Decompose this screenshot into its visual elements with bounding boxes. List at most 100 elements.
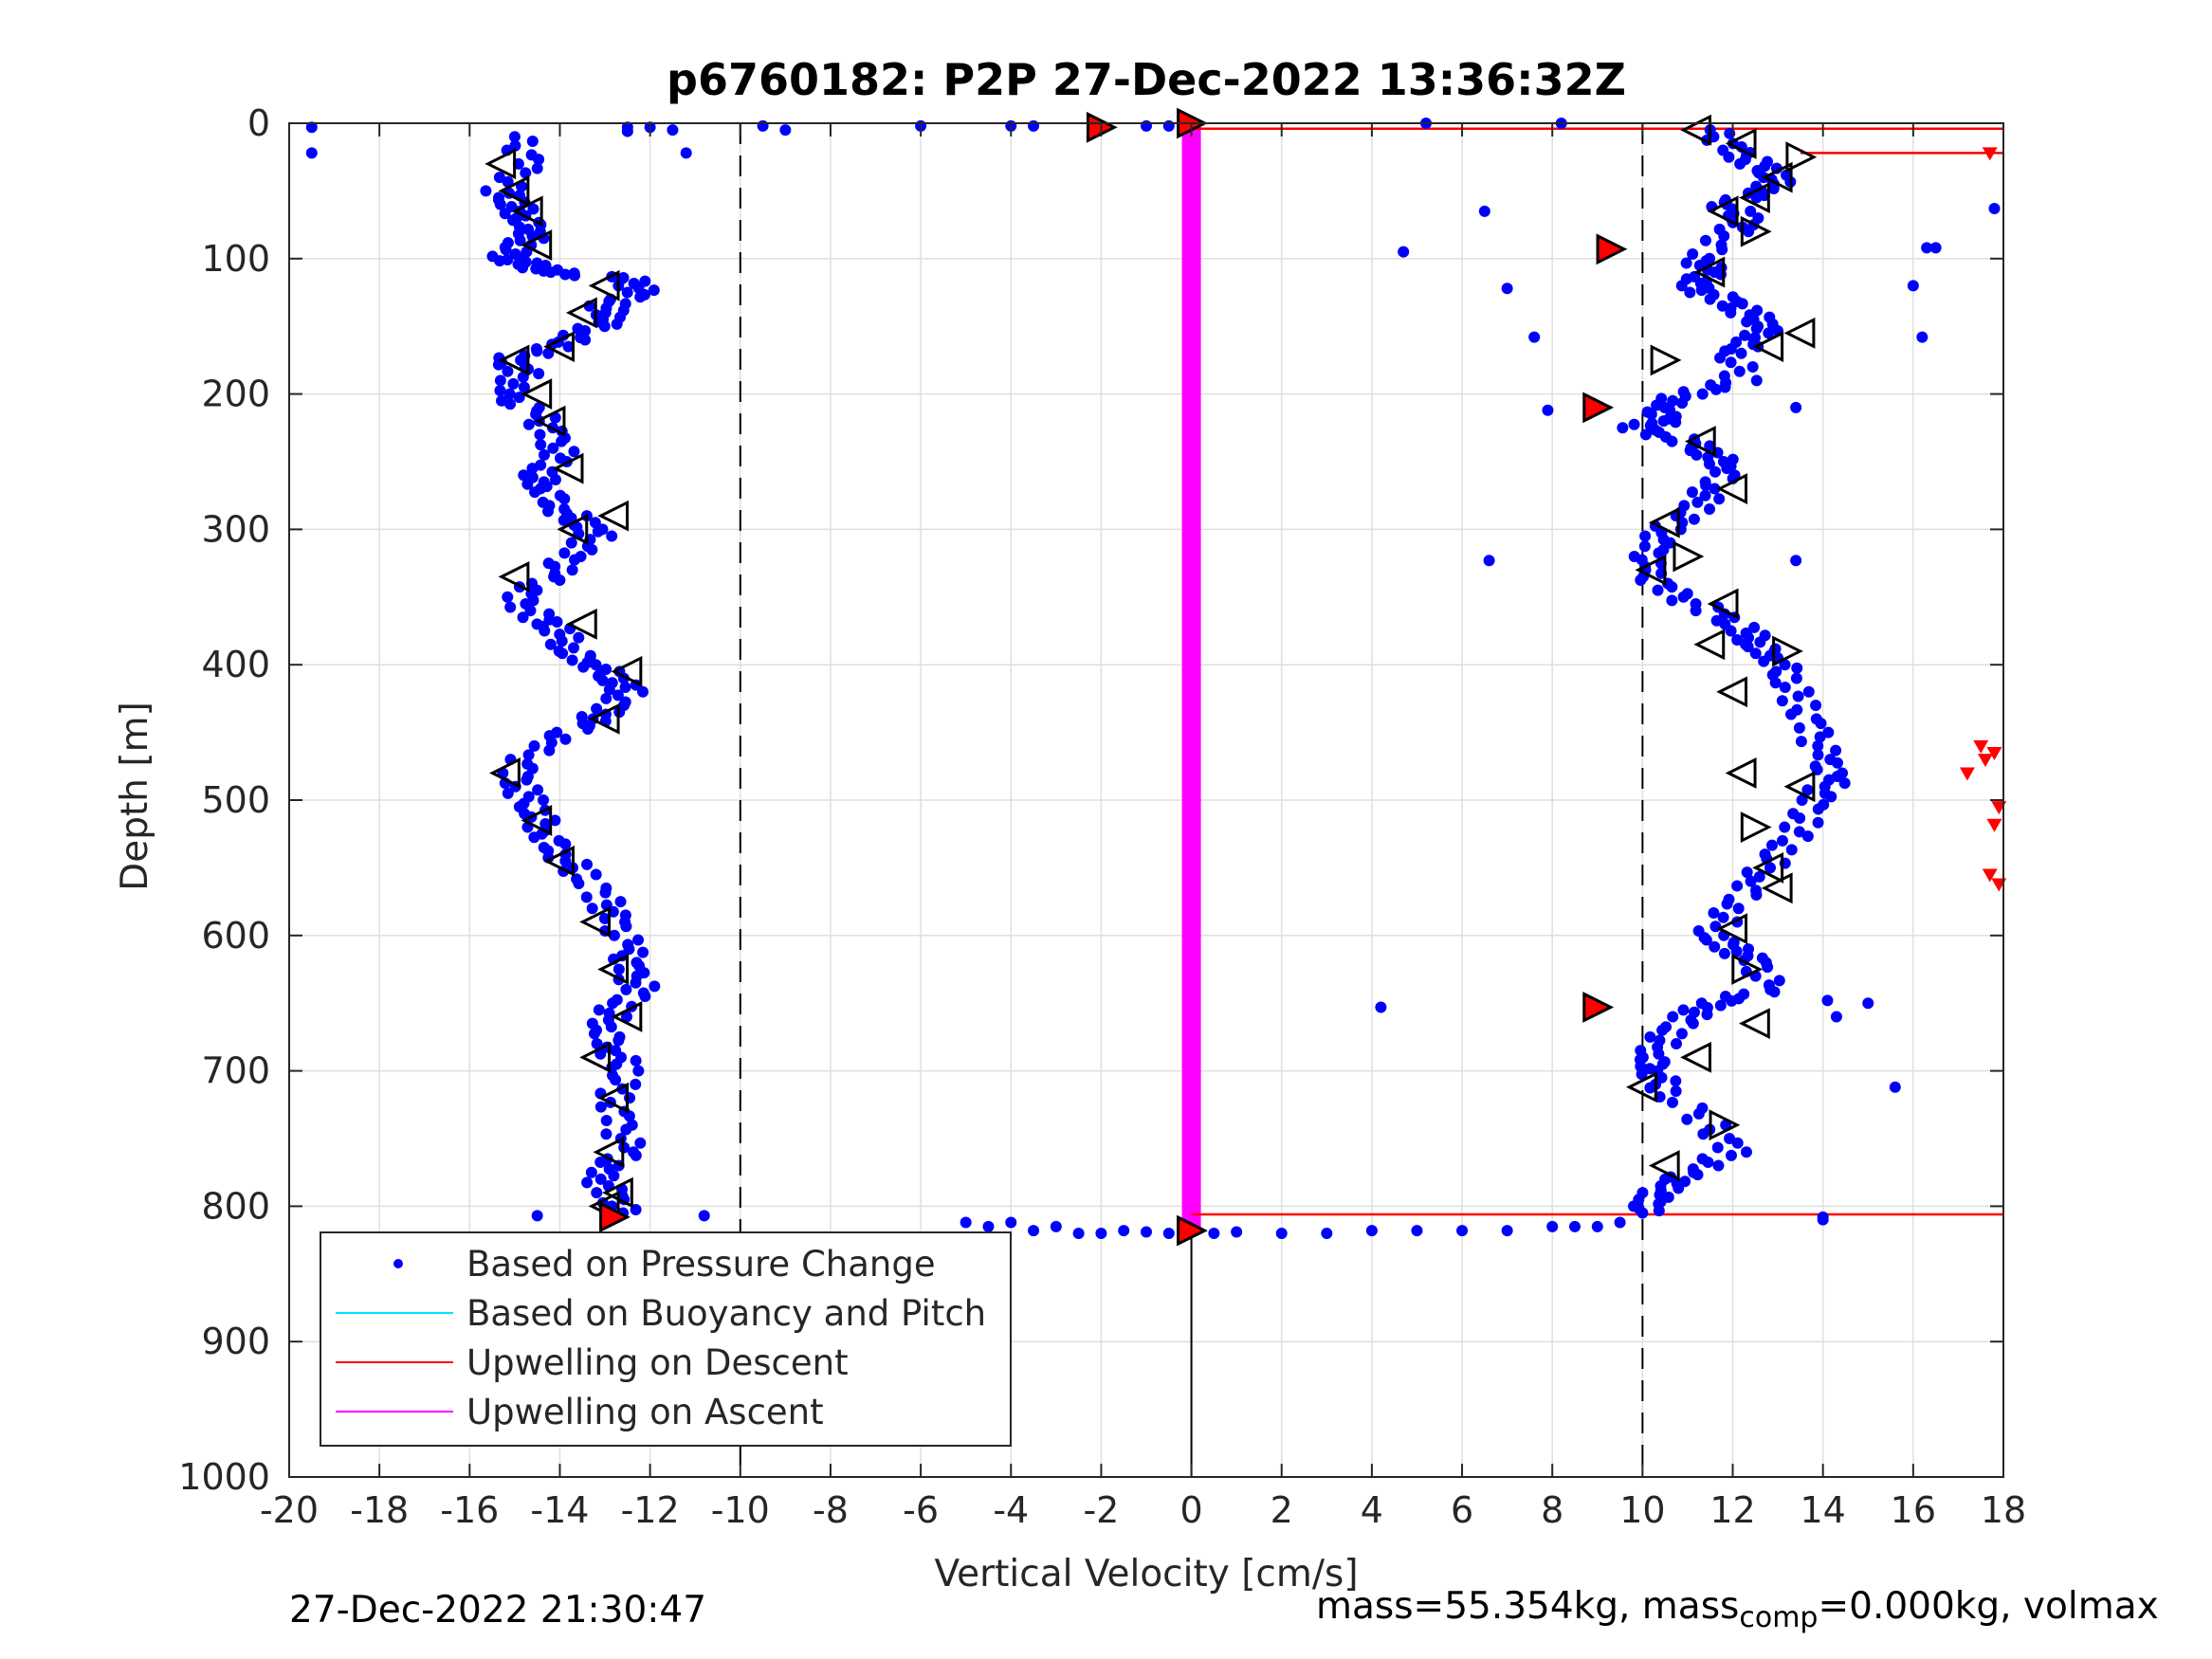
pressure-change-point bbox=[1793, 826, 1805, 838]
pressure-change-point bbox=[538, 794, 550, 806]
pressure-change-point bbox=[1776, 695, 1788, 707]
ascent-triangle-marker bbox=[1752, 331, 1784, 363]
pressure-change-point bbox=[1750, 322, 1763, 335]
pressure-change-point bbox=[621, 1011, 633, 1023]
pressure-change-point bbox=[517, 371, 529, 383]
descent-edge-marker bbox=[1977, 754, 1993, 768]
pressure-change-point bbox=[586, 543, 598, 556]
pressure-change-point bbox=[1639, 428, 1652, 441]
pressure-change-point bbox=[1628, 418, 1640, 430]
y-tick-label: 800 bbox=[201, 1185, 270, 1227]
pressure-change-point bbox=[1810, 700, 1822, 712]
x-tick-label: -16 bbox=[440, 1489, 499, 1531]
red-triangle-marker bbox=[1177, 1214, 1208, 1247]
pressure-change-point bbox=[1696, 388, 1709, 400]
pressure-change-point bbox=[565, 537, 577, 549]
pressure-change-point bbox=[1929, 242, 1942, 254]
pressure-change-point bbox=[1704, 293, 1716, 305]
pressure-change-point bbox=[1713, 493, 1726, 505]
pressure-change-point bbox=[624, 1092, 636, 1104]
ascent-triangle-marker bbox=[1693, 629, 1726, 661]
pressure-change-point bbox=[605, 1021, 617, 1033]
ascent-triangle-marker bbox=[1783, 771, 1816, 803]
pressure-change-point bbox=[480, 185, 492, 197]
pressure-change-point bbox=[1801, 830, 1814, 843]
pressure-change-point bbox=[582, 723, 594, 736]
pressure-change-point bbox=[612, 689, 624, 702]
pressure-change-point bbox=[982, 1220, 995, 1232]
y-tick-label: 700 bbox=[201, 1050, 270, 1092]
ascent-triangle-marker bbox=[1716, 473, 1748, 504]
pressure-change-point bbox=[543, 744, 556, 757]
pressure-change-point bbox=[539, 625, 551, 637]
y-tick-label: 500 bbox=[201, 779, 270, 821]
mass-subscript: comp bbox=[1739, 1600, 1819, 1634]
pressure-change-point bbox=[1653, 547, 1665, 559]
pressure-change-point bbox=[1821, 994, 1834, 1007]
pressure-change-point bbox=[542, 347, 555, 359]
pressure-change-point bbox=[1916, 331, 1929, 343]
pressure-change-point bbox=[535, 439, 547, 451]
descent-edge-marker bbox=[1986, 818, 2002, 832]
pressure-change-point bbox=[549, 474, 561, 486]
pressure-change-point bbox=[503, 388, 516, 400]
pressure-change-point bbox=[1748, 621, 1761, 633]
pressure-change-point bbox=[1831, 757, 1843, 769]
mass-text: mass=55.354kg, mass bbox=[1316, 1585, 1740, 1628]
axes: -20 -18 -16 -14 -12 -10 -8 -6 -4 -2 0 2 4 6 8 10 12 14 16 1… bbox=[178, 102, 2026, 1531]
pressure-change-point bbox=[1667, 1011, 1679, 1023]
ascent-triangle-marker bbox=[1626, 1071, 1657, 1103]
pressure-change-point bbox=[610, 1074, 622, 1086]
pressure-change-point bbox=[493, 172, 505, 184]
chart-title: p6760182: P2P 27-Dec-2022 13:36:32Z bbox=[667, 54, 1626, 105]
pressure-change-point bbox=[667, 124, 679, 137]
y-tick-label: 0 bbox=[247, 102, 270, 144]
pressure-change-point bbox=[1753, 870, 1765, 883]
pressure-change-point bbox=[1750, 191, 1763, 204]
pressure-change-point bbox=[603, 684, 615, 696]
pressure-change-point bbox=[612, 963, 625, 975]
ascent-triangle-marker bbox=[1772, 635, 1803, 667]
pressure-change-point bbox=[531, 1210, 543, 1222]
pressure-change-point bbox=[518, 381, 530, 393]
ascent-triangle-marker bbox=[1693, 256, 1726, 288]
pressure-change-point bbox=[698, 1210, 710, 1222]
pressure-change-point bbox=[517, 611, 529, 624]
legend-label: Upwelling on Ascent bbox=[466, 1392, 824, 1432]
series-layer bbox=[305, 107, 2007, 1247]
pressure-change-point bbox=[559, 268, 572, 281]
pressure-change-point bbox=[514, 234, 526, 246]
pressure-change-point bbox=[533, 154, 545, 166]
pressure-change-point bbox=[534, 428, 546, 441]
pressure-change-point bbox=[1716, 244, 1728, 256]
descent-triangle-marker bbox=[611, 655, 643, 687]
descent-triangle-marker bbox=[565, 297, 597, 329]
pressure-change-point bbox=[1709, 921, 1722, 933]
pressure-change-point bbox=[1790, 401, 1802, 413]
ascent-triangle-marker bbox=[1752, 851, 1784, 884]
descent-triangle-marker bbox=[597, 1082, 630, 1114]
pressure-change-point bbox=[1591, 1220, 1603, 1232]
red-triangle-marker bbox=[1596, 233, 1628, 265]
pressure-change-point bbox=[558, 514, 570, 526]
ascent-triangle-marker bbox=[1740, 811, 1772, 843]
pressure-change-point bbox=[1231, 1226, 1243, 1238]
pressure-change-point bbox=[632, 1065, 645, 1077]
pressure-change-point bbox=[581, 858, 594, 870]
pressure-change-point bbox=[494, 385, 506, 397]
pressure-change-point bbox=[521, 478, 534, 490]
pressure-change-point bbox=[1483, 555, 1495, 567]
pressure-change-point bbox=[1812, 749, 1824, 761]
pressure-change-point bbox=[592, 525, 604, 538]
pressure-change-point bbox=[556, 435, 568, 447]
pressure-change-point bbox=[508, 131, 521, 143]
pressure-change-point bbox=[608, 929, 620, 941]
pressure-change-point bbox=[507, 377, 520, 390]
descent-triangle-marker bbox=[565, 608, 597, 640]
descent-triangle-marker bbox=[588, 269, 620, 301]
pressure-change-point bbox=[648, 284, 660, 297]
pressure-change-point bbox=[1617, 422, 1629, 434]
descent-triangle-marker bbox=[521, 229, 553, 261]
pressure-change-point bbox=[1733, 365, 1746, 377]
